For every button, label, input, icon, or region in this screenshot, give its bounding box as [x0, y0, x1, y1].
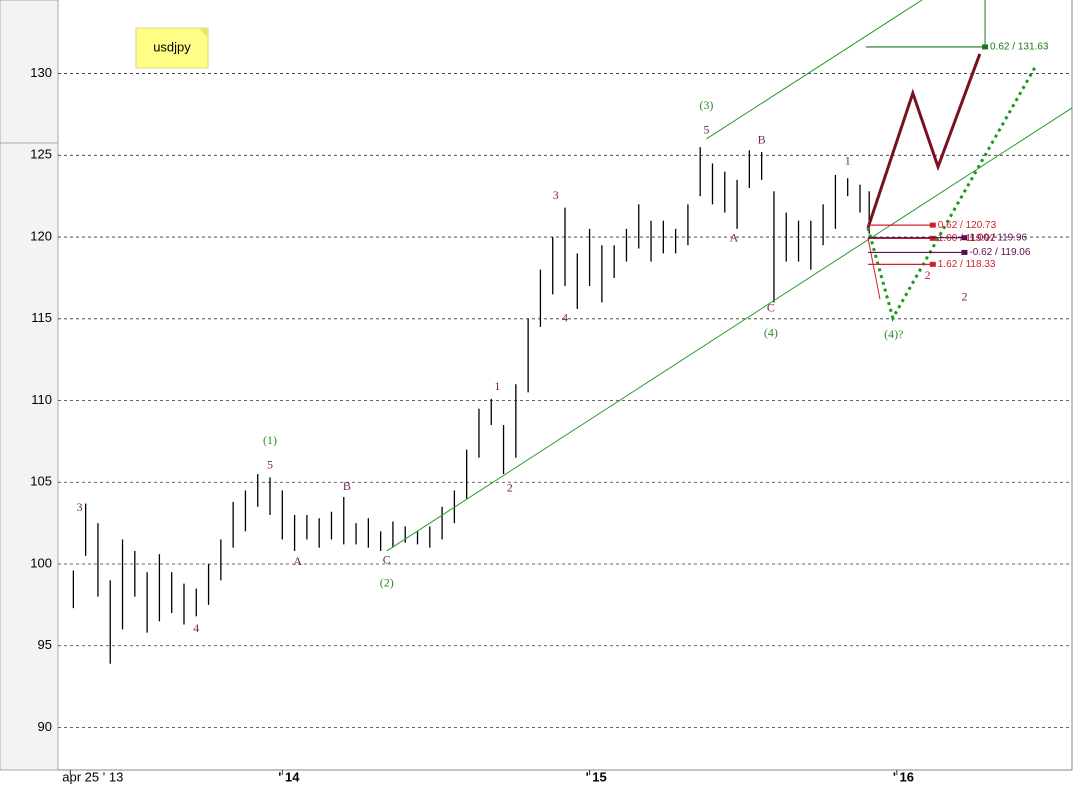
wave-label: 5: [703, 123, 709, 137]
fib-marker: [982, 44, 989, 50]
wave-label: 1: [494, 379, 500, 393]
wave-label: B: [343, 479, 351, 493]
x-tick-label: apr 25 ' 13: [62, 769, 123, 784]
trend-line: [706, 0, 923, 140]
wave-label: 5: [267, 458, 273, 472]
wave-label: 3: [553, 188, 559, 202]
y-tick-label: 90: [38, 719, 52, 734]
y-tick-label: 105: [30, 474, 52, 489]
fib-marker: [929, 222, 936, 228]
wave-label: 2: [961, 289, 967, 303]
y-tick-label: 100: [30, 555, 52, 570]
y-tick-label: 120: [30, 228, 52, 243]
wave-label: 1: [845, 154, 851, 168]
y-tick-label: 115: [31, 310, 52, 325]
y-tick-label: 125: [30, 147, 52, 162]
legend-note: usdjpy: [135, 27, 209, 69]
note-fold: [198, 28, 208, 38]
y-tick-label: 110: [31, 392, 52, 407]
fib-label: 0.62 / 120.73: [938, 220, 997, 231]
x-tick-label: ' 16: [893, 769, 914, 784]
fib-label: 1.00 / 119.96: [969, 232, 1027, 243]
wave-label: 4: [562, 311, 568, 325]
x-tick-label: ' 14: [278, 769, 300, 784]
trend-line: [867, 237, 881, 300]
fib-marker: [929, 261, 936, 267]
trend-line: [386, 107, 1073, 552]
wave-label: 2: [507, 481, 513, 495]
wave-label: A: [730, 230, 739, 244]
fib-marker: [961, 235, 968, 241]
trend-line: [866, 64, 1038, 322]
y-tick-label: 95: [38, 637, 52, 652]
fib-label: 1.62 / 118.33: [938, 259, 996, 270]
x-tick-label: ' 15: [586, 769, 607, 784]
note-box: [135, 27, 209, 69]
chart-title: usdjpy: [153, 39, 191, 54]
wave-label: C: [767, 301, 775, 315]
fib-marker: [929, 235, 936, 241]
wave-label: 2: [925, 268, 931, 282]
wave-label: 3: [77, 500, 83, 514]
wave-label: (2): [380, 575, 394, 589]
wave-label: 4: [193, 621, 199, 635]
wave-label: (3): [699, 98, 713, 112]
wave-label: B: [758, 132, 766, 146]
fib-label: 0.62 / 131.63: [990, 42, 1049, 53]
wave-label: A: [293, 554, 302, 568]
fib-label: -0.62 / 119.06: [969, 247, 1030, 258]
wave-label: (4): [764, 325, 778, 339]
y-tick-label: 130: [30, 65, 52, 80]
wave-label: (1): [263, 433, 277, 447]
trend-line: [866, 53, 982, 229]
wave-label: C: [383, 552, 391, 566]
y-axis-panel: [0, 0, 59, 771]
wave-label: (4)?: [884, 327, 903, 341]
fib-marker: [961, 249, 968, 255]
